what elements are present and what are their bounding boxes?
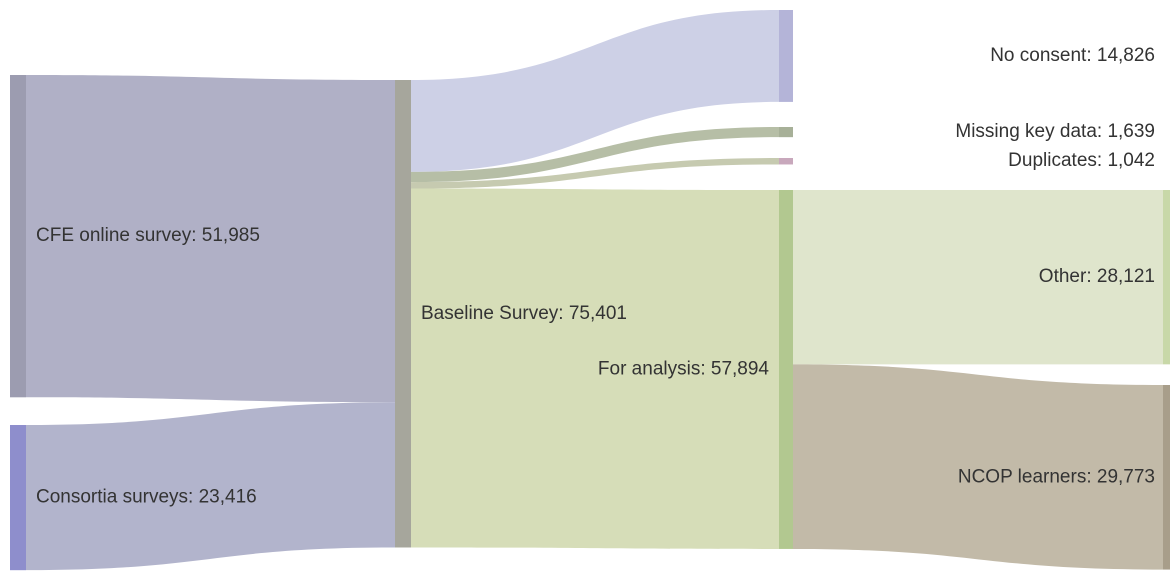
node-label: Baseline Survey: 75,401 <box>421 303 627 324</box>
node-label: Other: 28,121 <box>1039 266 1155 287</box>
link <box>411 10 779 172</box>
node <box>779 190 793 549</box>
node-label: Duplicates: 1,042 <box>1008 150 1155 171</box>
node-label: NCOP learners: 29,773 <box>958 466 1155 487</box>
node <box>395 80 411 548</box>
link <box>793 364 1163 570</box>
node <box>1163 190 1170 365</box>
node <box>779 127 793 138</box>
link <box>411 158 779 189</box>
node-label: Consortia surveys: 23,416 <box>36 487 257 508</box>
link <box>793 190 1163 365</box>
node <box>1163 385 1170 570</box>
node <box>10 425 26 571</box>
node-label: No consent: 14,826 <box>990 45 1155 66</box>
link <box>26 75 395 403</box>
node <box>779 158 793 165</box>
node-label: Missing key data: 1,639 <box>955 121 1155 142</box>
node <box>779 10 793 102</box>
node-label: For analysis: 57,894 <box>598 358 770 379</box>
node-label: CFE online survey: 51,985 <box>36 225 260 246</box>
node <box>10 75 26 398</box>
link <box>411 127 779 183</box>
link <box>26 402 395 571</box>
link <box>411 188 779 549</box>
